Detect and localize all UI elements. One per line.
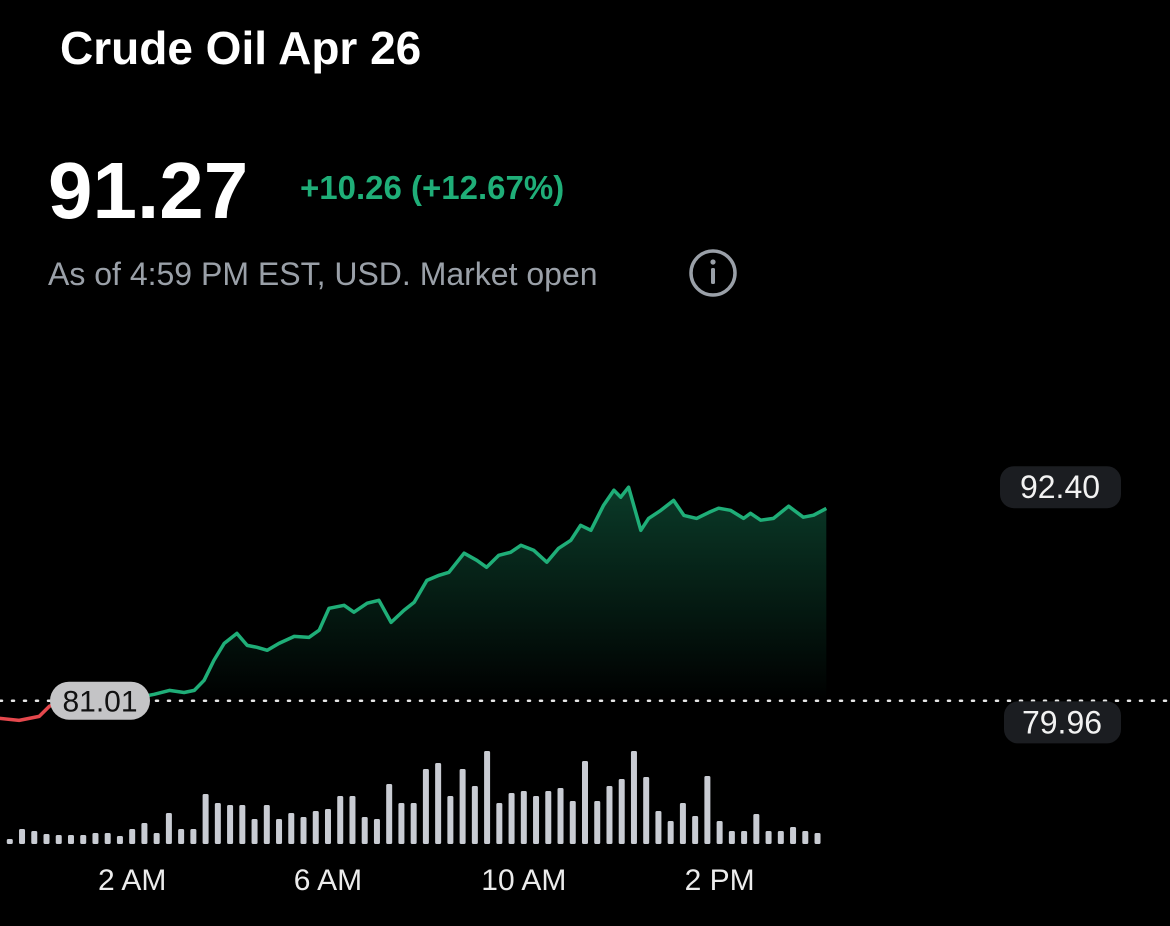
volume-bar	[129, 829, 136, 844]
price-line	[0, 485, 828, 723]
volume-bar	[643, 777, 650, 844]
volume-bar	[43, 834, 50, 844]
volume-bar	[19, 829, 26, 844]
x-tick-label: 2 AM	[98, 864, 166, 897]
price-change: +10.26 (+12.67%)	[300, 169, 564, 206]
volume-bar	[251, 819, 258, 844]
volume-bar	[765, 831, 772, 844]
volume-bar	[569, 801, 576, 844]
previous-close-label: 81.01	[62, 686, 137, 719]
volume-bar	[31, 831, 38, 844]
volume-bar	[618, 779, 625, 844]
title: Crude Oil Apr 26	[60, 22, 421, 74]
price-area	[0, 487, 827, 701]
volume-bar	[202, 794, 209, 844]
low-pill	[1004, 701, 1121, 744]
volume-bar	[679, 803, 686, 844]
volume-bar	[178, 829, 185, 844]
volume-bar	[814, 833, 821, 844]
previous-close-pill	[50, 681, 150, 720]
low-label: 79.96	[1022, 704, 1102, 740]
volume-bar	[349, 796, 356, 844]
volume-bar	[288, 813, 295, 844]
volume-bar	[594, 801, 601, 844]
info-dot	[710, 259, 716, 265]
volume-bar	[312, 811, 319, 844]
volume-bar	[508, 793, 515, 844]
volume-bar	[790, 827, 797, 844]
volume-bar	[655, 811, 662, 844]
volume-bar	[92, 833, 99, 844]
volume-bar	[300, 817, 307, 844]
volume-bar	[80, 835, 87, 844]
high-label: 92.40	[1020, 469, 1100, 505]
volume-bar	[239, 805, 246, 844]
volume-bar	[728, 831, 735, 844]
info-button[interactable]	[689, 249, 737, 297]
volume-bar	[459, 769, 466, 844]
x-tick-label: 10 AM	[481, 864, 566, 897]
volume-bar	[214, 803, 221, 844]
volume-bar	[55, 835, 62, 844]
volume-bar	[582, 761, 588, 844]
volume-bar	[422, 769, 429, 844]
volume-bar	[545, 791, 552, 844]
volume-bar	[227, 805, 234, 844]
volume-bar	[692, 816, 699, 844]
volume-bar	[447, 796, 454, 844]
plot: 81.01 92.40 79.96 2 AM 6 AM 10 AM 2 PM	[0, 466, 1170, 897]
volume-bar	[276, 819, 283, 844]
volume-bar	[704, 776, 711, 844]
volume-bar	[777, 831, 784, 844]
volume-bar	[386, 784, 393, 844]
price: 91.27	[48, 146, 248, 235]
volume-bar	[716, 821, 723, 844]
volume-bar	[263, 805, 270, 844]
volume-bar	[520, 791, 527, 844]
volume-bar	[190, 829, 197, 844]
volume-bar	[606, 786, 613, 844]
volume-bar	[741, 831, 748, 844]
volume-bar	[435, 763, 442, 844]
volume-bar	[496, 803, 503, 844]
volume-bar	[361, 817, 368, 844]
volume-bar	[104, 833, 111, 844]
high-pill	[1000, 466, 1121, 509]
status: As of 4:59 PM EST, USD. Market open	[48, 256, 598, 292]
volume-bar	[533, 796, 540, 844]
volume-bar	[6, 839, 13, 844]
x-tick-label: 6 AM	[294, 864, 362, 897]
volume-bar	[373, 819, 380, 844]
volume-bar	[324, 809, 331, 844]
volume-bar	[153, 833, 160, 844]
volume-bar	[141, 823, 148, 844]
volume-bar	[630, 751, 637, 844]
info-icon[interactable]	[689, 249, 737, 297]
volume-bar	[165, 813, 172, 844]
volume-bar	[484, 751, 491, 844]
volume-bar	[116, 836, 123, 844]
volume-bar	[753, 814, 760, 844]
volume-bar	[471, 786, 478, 844]
volume-bar	[337, 796, 344, 844]
x-tick-label: 2 PM	[685, 864, 755, 897]
volume-bar	[667, 821, 674, 844]
info-bar	[711, 268, 715, 284]
volume-bar	[557, 788, 564, 844]
volume-bar	[398, 803, 405, 844]
volume-bar	[67, 835, 74, 844]
volume-bar	[802, 831, 809, 844]
volume-bar	[410, 803, 417, 844]
